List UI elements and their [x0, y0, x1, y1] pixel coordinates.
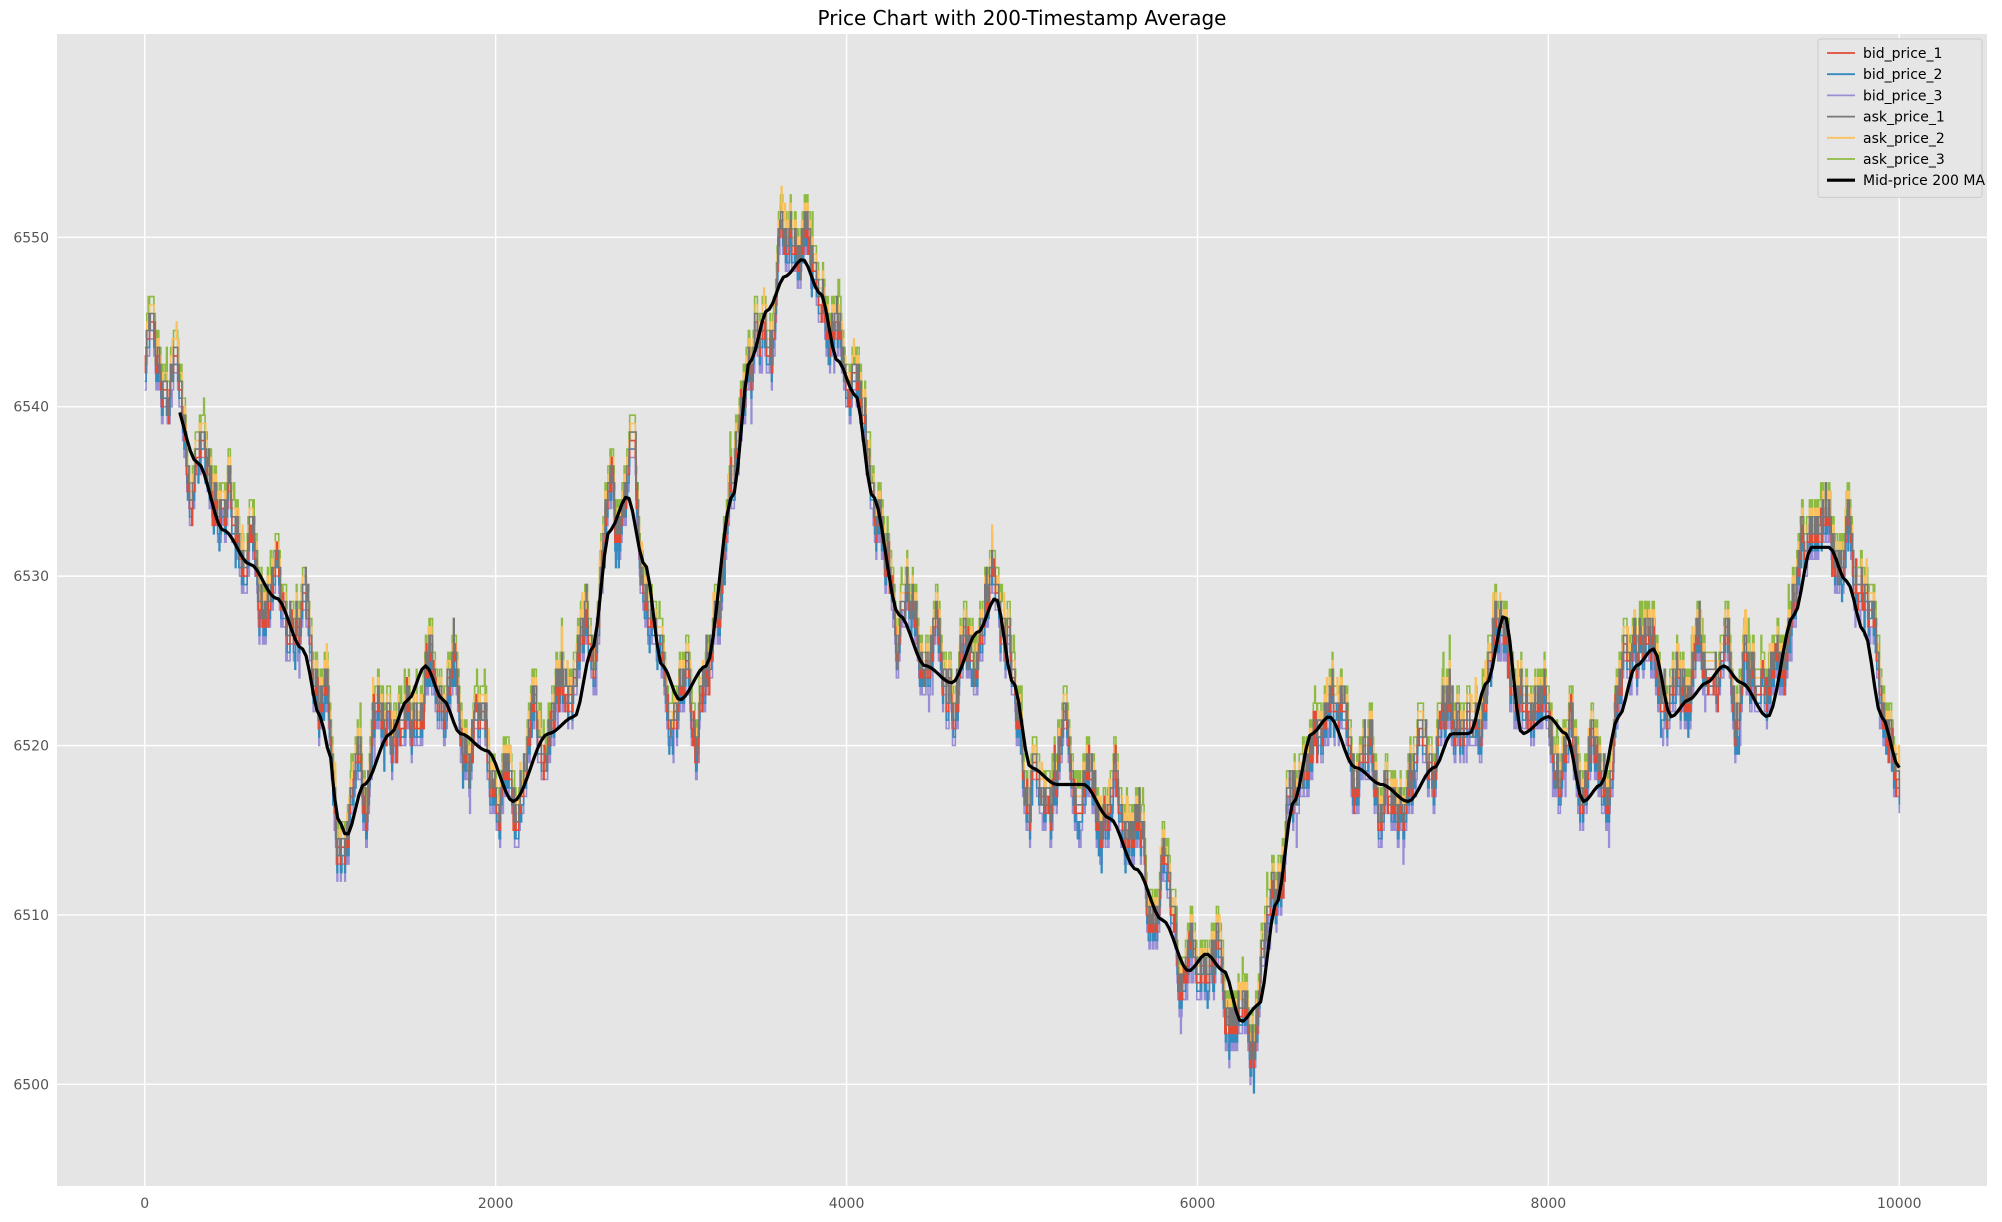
legend-entry: bid_price_3: [1863, 88, 1942, 104]
chart-title: Price Chart with 200-Timestamp Average: [818, 6, 1227, 30]
legend: [1817, 38, 1983, 198]
y-tick-label: 6500: [13, 1077, 49, 1093]
plot-area: [57, 34, 1987, 1186]
y-tick-label: 6530: [13, 569, 49, 585]
x-tick-label: 2000: [478, 1196, 514, 1212]
x-tick-label: 8000: [1531, 1196, 1567, 1212]
y-tick-label: 6540: [13, 400, 49, 416]
series-mid-price-200-ma: [178, 258, 1901, 1023]
legend-entry: ask_price_1: [1863, 110, 1945, 126]
y-tick-label: 6550: [13, 230, 49, 246]
legend-entry: ask_price_2: [1863, 131, 1945, 147]
y-tick-label: 6510: [13, 908, 49, 924]
x-tick-label: 4000: [829, 1196, 865, 1212]
y-tick-label: 6520: [13, 739, 49, 755]
legend-entry: bid_price_1: [1863, 46, 1942, 62]
x-tick-label: 0: [140, 1196, 149, 1212]
legend-entry: ask_price_3: [1863, 152, 1945, 168]
x-tick-label: 10000: [1877, 1196, 1922, 1212]
series-ask-price-1: [144, 211, 1901, 1060]
legend-entry: bid_price_2: [1863, 67, 1942, 83]
legend-entry: Mid-price 200 MA: [1863, 173, 1985, 189]
x-tick-label: 6000: [1180, 1196, 1216, 1212]
